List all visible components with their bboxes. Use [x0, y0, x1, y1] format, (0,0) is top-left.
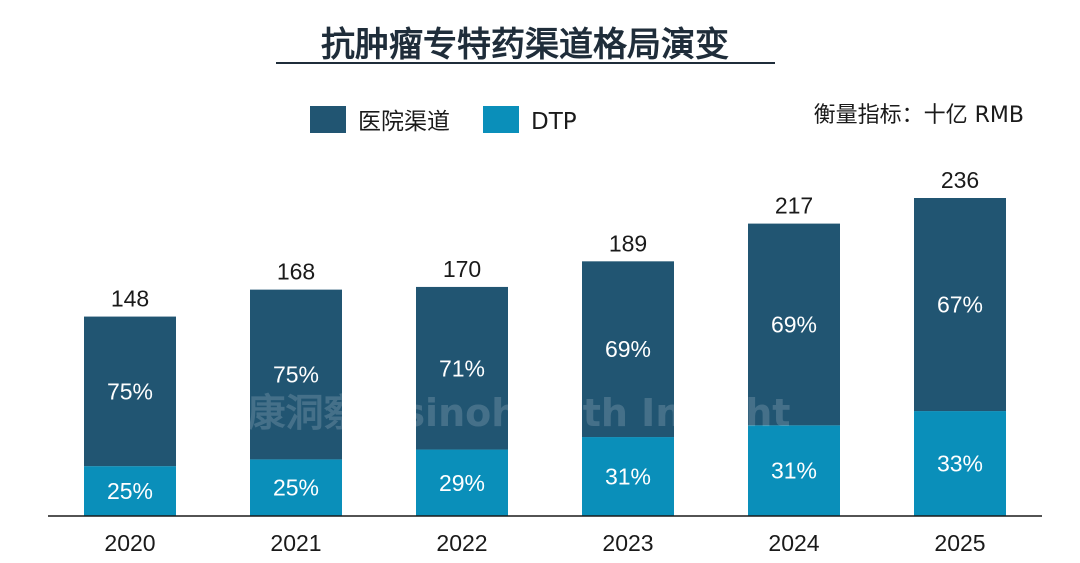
bar-hospital-2021	[250, 289, 342, 460]
tick-label-2024: 2024	[768, 530, 819, 556]
bar-dtp-2021	[250, 459, 342, 516]
label-dtp-pct-2023: 31%	[605, 464, 651, 490]
legend: 医院渠道 DTP	[310, 106, 577, 135]
bar-hospital-2020	[84, 316, 176, 467]
label-total-2025: 236	[941, 167, 979, 193]
bar-dtp-2025	[914, 411, 1006, 516]
bar-hospital-2025	[914, 198, 1006, 412]
label-dtp-pct-2024: 31%	[771, 458, 817, 484]
tick-label-2023: 2023	[602, 530, 653, 556]
bar-hospital-2022	[416, 286, 508, 450]
label-dtp-pct-2020: 25%	[107, 478, 153, 504]
label-total-2023: 189	[609, 230, 647, 256]
legend-swatch-dtp	[483, 106, 519, 133]
label-total-2021: 168	[277, 259, 315, 285]
bar-dtp-2020	[84, 466, 176, 516]
bar-dtp-2023	[582, 437, 674, 516]
tick-label-2022: 2022	[436, 530, 487, 556]
label-total-2024: 217	[775, 193, 813, 219]
label-total-2020: 148	[111, 286, 149, 312]
legend-label-hospital: 医院渠道	[358, 109, 450, 135]
label-hospital-pct-2024: 69%	[771, 311, 817, 337]
legend-label-dtp: DTP	[531, 109, 577, 135]
label-hospital-pct-2023: 69%	[605, 336, 651, 362]
bar-hospital-2024	[748, 223, 840, 426]
label-dtp-pct-2021: 25%	[273, 475, 319, 501]
label-total-2022: 170	[443, 256, 481, 282]
label-hospital-pct-2021: 75%	[273, 362, 319, 388]
label-dtp-pct-2022: 29%	[439, 470, 485, 496]
legend-swatch-hospital	[310, 106, 346, 133]
unit-note: 衡量指标：十亿 RMB	[814, 103, 1024, 128]
label-hospital-pct-2022: 71%	[439, 355, 485, 381]
bar-dtp-2022	[416, 449, 508, 516]
bars	[84, 198, 1006, 516]
tick-label-2025: 2025	[934, 530, 985, 556]
tick-label-2021: 2021	[270, 530, 321, 556]
x-axis-ticks: 2020 2021 2022 2023 2024 2025	[104, 530, 985, 556]
label-hospital-pct-2020: 75%	[107, 378, 153, 404]
chart-title: 抗肿瘤专特药渠道格局演变	[321, 25, 729, 65]
label-dtp-pct-2025: 33%	[937, 451, 983, 477]
data-labels: 25% 75% 148 25% 75% 168 29% 71% 170 31% 69% 189 31% 6…	[107, 167, 983, 504]
bar-hospital-2023	[582, 261, 674, 438]
bar-dtp-2024	[748, 425, 840, 516]
label-hospital-pct-2025: 67%	[937, 292, 983, 318]
watermark: 中康洞察 · sinohealth Insight	[210, 391, 791, 435]
tick-label-2020: 2020	[104, 530, 155, 556]
